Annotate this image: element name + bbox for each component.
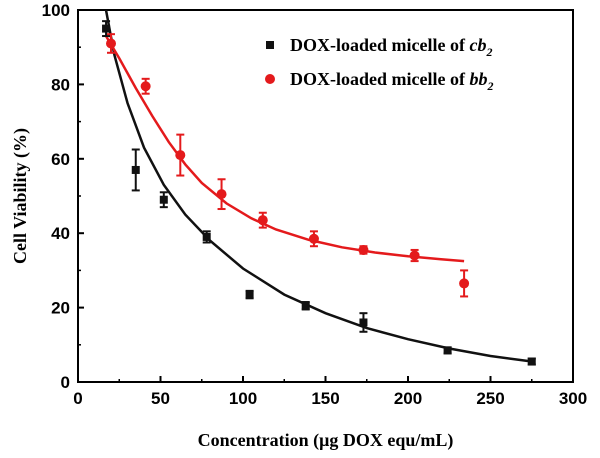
- x-tick-label: 50: [151, 389, 170, 408]
- data-point-circle: [216, 189, 227, 200]
- data-point-square: [359, 318, 368, 327]
- fit-curve-series-1: [104, 9, 532, 363]
- x-tick-label: 200: [394, 389, 422, 408]
- y-tick-label: 0: [61, 373, 70, 392]
- y-tick-label: 40: [51, 224, 70, 243]
- x-tick-label: 100: [229, 389, 257, 408]
- fit-curve-series-2: [104, 35, 465, 263]
- legend-marker-square: [266, 41, 274, 49]
- plot-border: [77, 9, 574, 383]
- fit-curves: [104, 9, 532, 363]
- data-point-circle: [358, 244, 369, 255]
- data-point-square: [527, 357, 536, 366]
- data-point-square: [443, 346, 452, 355]
- data-point-circle: [106, 38, 116, 49]
- legend: DOX-loaded micelle of cb2 DOX-loaded mice…: [265, 35, 493, 93]
- data-point-square: [202, 232, 211, 241]
- y-axis-ticks: 0 20 40 60 80 100: [42, 1, 84, 392]
- y-tick-label: 100: [42, 1, 70, 20]
- plot-frame: [77, 9, 574, 383]
- data-point-square: [102, 24, 111, 33]
- data-point-circle: [459, 278, 470, 289]
- x-tick-label: 0: [73, 389, 82, 408]
- legend-marker-circle: [265, 74, 275, 84]
- data-point-circle: [175, 150, 186, 161]
- x-tick-label: 300: [559, 389, 587, 408]
- data-point-circle: [257, 215, 268, 226]
- x-axis-title: Concentration (μg DOX equ/mL): [198, 430, 454, 451]
- data-point-square: [245, 290, 254, 299]
- data-point-square: [131, 165, 140, 174]
- legend-label: DOX-loaded micelle of cb2: [290, 35, 492, 59]
- legend-label: DOX-loaded micelle of bb2: [290, 69, 493, 93]
- data-point-circle: [308, 233, 319, 244]
- y-axis-title: Cell Viability (%): [10, 128, 31, 264]
- data-markers: [102, 24, 536, 366]
- y-tick-label: 60: [51, 150, 70, 169]
- x-axis-ticks: 0 50 100 150 200 250 300: [73, 376, 587, 408]
- data-point-circle: [409, 250, 420, 261]
- x-tick-label: 250: [476, 389, 504, 408]
- data-point-square: [159, 195, 168, 204]
- x-tick-label: 150: [311, 389, 339, 408]
- data-point-square: [301, 301, 310, 310]
- y-tick-label: 20: [51, 299, 70, 318]
- y-tick-label: 80: [51, 75, 70, 94]
- data-point-circle: [140, 81, 151, 92]
